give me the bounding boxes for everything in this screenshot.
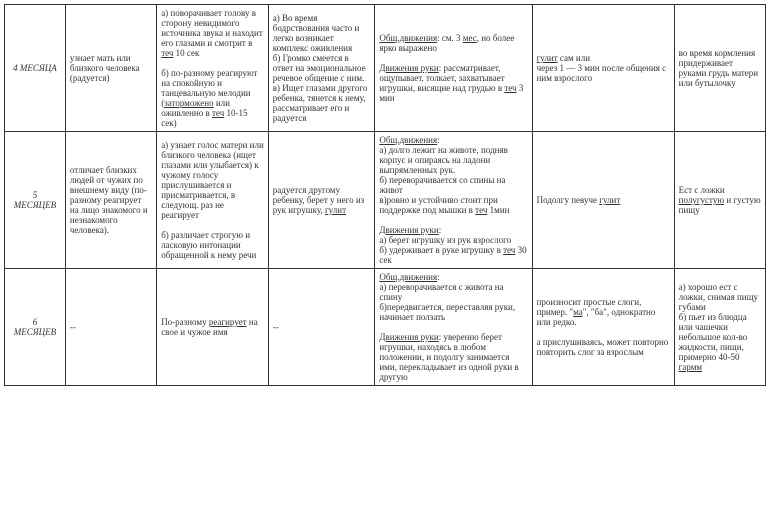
table-row: 5МЕСЯЦЕВотличает близких людей от чужих … bbox=[5, 132, 766, 269]
content-cell: а) хорошо ест с ложки, снимая пищу губам… bbox=[674, 269, 765, 386]
content-cell: -- bbox=[65, 269, 156, 386]
content-cell: -- bbox=[268, 269, 375, 386]
content-cell: По-разному реагирует на свое и чужое имя bbox=[157, 269, 269, 386]
content-cell: Общ.движения: см. 3 мес, но более ярко в… bbox=[375, 5, 532, 132]
content-cell: радуется другому ребенку, берет у него и… bbox=[268, 132, 375, 269]
age-cell: 5МЕСЯЦЕВ bbox=[5, 132, 66, 269]
age-cell: 6МЕСЯЦЕВ bbox=[5, 269, 66, 386]
content-cell: во время кормления придерживает руками г… bbox=[674, 5, 765, 132]
content-cell: Общ.движения:а) долго лежит на животе, п… bbox=[375, 132, 532, 269]
content-cell: Ест с ложки полугустую и густую пищу bbox=[674, 132, 765, 269]
content-cell: а) поворачивает голову в сторону невидим… bbox=[157, 5, 269, 132]
development-table: 4 МЕСЯЦАузнает мать или близкого человек… bbox=[4, 4, 766, 386]
content-cell: произносит простые слоги, пример. "ма", … bbox=[532, 269, 674, 386]
table-row: 4 МЕСЯЦАузнает мать или близкого человек… bbox=[5, 5, 766, 132]
content-cell: узнает мать или близкого человека (радуе… bbox=[65, 5, 156, 132]
age-cell: 4 МЕСЯЦА bbox=[5, 5, 66, 132]
content-cell: Подолгу певуче гулит bbox=[532, 132, 674, 269]
content-cell: отличает близких людей от чужих по внешн… bbox=[65, 132, 156, 269]
content-cell: Общ.движения:а) переворачивается с живот… bbox=[375, 269, 532, 386]
content-cell: а) узнает голос матери или близкого чело… bbox=[157, 132, 269, 269]
content-cell: а) Во время бодрствования часто и легко … bbox=[268, 5, 375, 132]
table-row: 6МЕСЯЦЕВ--По-разному реагирует на свое и… bbox=[5, 269, 766, 386]
content-cell: гулит сам иличерез 1 — 3 мин после общен… bbox=[532, 5, 674, 132]
